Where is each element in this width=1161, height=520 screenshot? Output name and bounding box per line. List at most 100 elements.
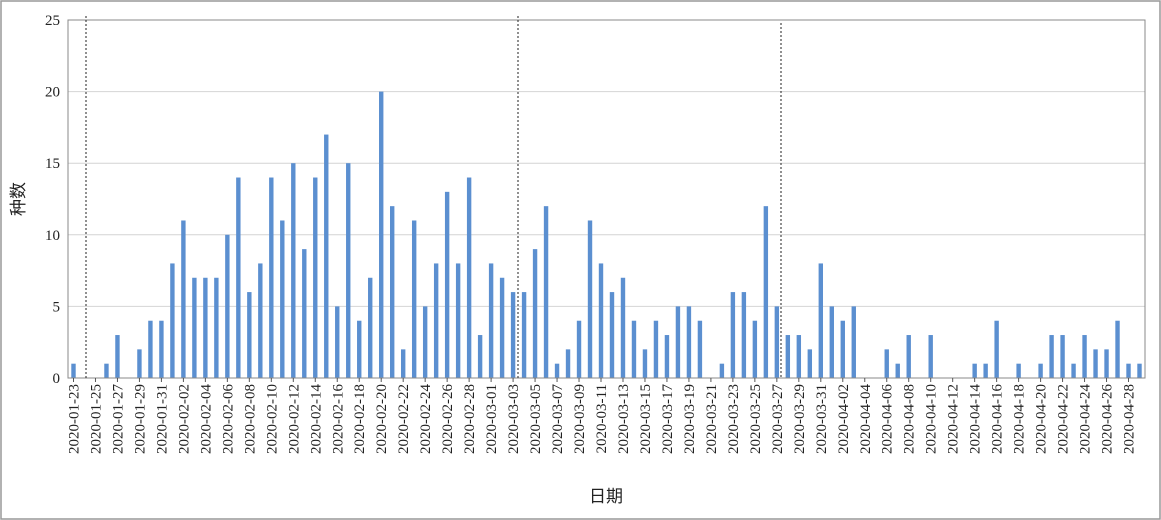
bar (148, 320, 153, 378)
x-tick-label: 2020-04-26 (1100, 384, 1116, 454)
x-tick-label: 2020-03-25 (748, 384, 764, 454)
bar (280, 220, 285, 378)
bar (752, 320, 758, 378)
x-tick-label: 2020-02-04 (198, 384, 214, 454)
bar (675, 306, 681, 378)
bar (1137, 363, 1142, 378)
x-tick-label: 2020-03-05 (528, 384, 544, 454)
bar (346, 163, 351, 378)
bar (1060, 335, 1065, 378)
x-tick-label: 2020-02-22 (396, 384, 412, 454)
bar (565, 349, 571, 378)
x-tick-label: 2020-02-08 (242, 384, 258, 454)
x-tick-label: 2020-04-12 (946, 384, 962, 454)
bar (1049, 335, 1054, 378)
bar (104, 363, 109, 378)
bar (840, 320, 845, 378)
bar (225, 234, 230, 378)
bar (697, 320, 703, 378)
x-tick-label: 2020-02-24 (418, 384, 434, 454)
x-tick-label: 2020-04-02 (836, 384, 852, 454)
bar (807, 349, 813, 378)
bar (357, 320, 362, 378)
bar (214, 277, 219, 378)
x-tick-label: 2020-01-25 (88, 384, 104, 454)
x-tick-label: 2020-04-06 (880, 384, 896, 454)
bar (400, 349, 406, 378)
bar (1093, 349, 1098, 378)
bar (444, 191, 450, 378)
bar (686, 306, 692, 378)
x-tick-label: 2020-03-07 (550, 384, 566, 454)
bar (313, 177, 318, 378)
x-tick-label: 2020-01-31 (154, 384, 170, 454)
y-tick-label: 25 (45, 13, 60, 29)
bar (170, 263, 175, 378)
bar (653, 320, 659, 378)
bar (785, 335, 791, 378)
x-tick-label: 2020-03-31 (814, 384, 830, 454)
x-tick-label: 2020-02-16 (330, 384, 346, 454)
x-tick-label: 2020-03-15 (638, 384, 654, 454)
bar (972, 363, 977, 378)
bar (499, 277, 505, 378)
bar (433, 263, 439, 378)
y-tick-label: 20 (45, 85, 60, 101)
x-tick-label: 2020-02-14 (308, 384, 324, 454)
bar (335, 306, 340, 378)
bar (620, 277, 626, 378)
bar (291, 163, 296, 378)
bar (642, 349, 648, 378)
x-tick-label: 2020-02-02 (176, 384, 192, 454)
bar (1016, 363, 1021, 378)
bar (137, 349, 142, 378)
bar (324, 134, 329, 378)
x-tick-label: 2020-01-23 (66, 384, 82, 454)
bar (796, 335, 802, 378)
bar (763, 206, 769, 378)
bar (411, 220, 417, 378)
bar (1126, 363, 1131, 378)
bar (477, 335, 483, 378)
y-tick-label: 0 (53, 371, 61, 387)
bar (895, 363, 900, 378)
bar (829, 306, 834, 378)
x-tick-label: 2020-04-14 (968, 384, 984, 454)
y-tick-label: 15 (45, 156, 60, 172)
x-axis-label: 日期 (589, 487, 623, 506)
bar (389, 206, 395, 378)
bar (741, 292, 747, 378)
bar (576, 320, 582, 378)
bars (71, 91, 1142, 378)
bar (181, 220, 186, 378)
plot-border (67, 19, 1146, 379)
bar (532, 249, 538, 378)
x-tick-label: 2020-02-10 (264, 384, 280, 454)
x-tick-label: 2020-04-22 (1056, 384, 1072, 454)
bar (247, 292, 252, 378)
x-tick-label: 2020-01-27 (110, 384, 126, 454)
bar (302, 249, 307, 378)
x-tick-label: 2020-03-17 (660, 384, 676, 454)
y-tick-label: 10 (45, 228, 60, 244)
bar (818, 263, 824, 378)
x-tick-label: 2020-03-13 (616, 384, 632, 454)
bar (554, 363, 560, 378)
bar (521, 292, 527, 378)
bar (203, 277, 208, 378)
y-tick-label: 5 (53, 299, 61, 315)
x-tick-label: 2020-04-18 (1012, 384, 1028, 454)
bar (455, 263, 461, 378)
bar (71, 363, 76, 378)
bar (115, 335, 120, 378)
bar (730, 292, 736, 378)
x-tick-label: 2020-04-24 (1078, 384, 1094, 454)
bar (587, 220, 593, 378)
bar (192, 277, 197, 378)
x-tick-label: 2020-02-26 (440, 384, 456, 454)
x-tick-label: 2020-03-09 (572, 384, 588, 454)
x-tick-label: 2020-03-11 (594, 384, 610, 453)
bar (983, 363, 988, 378)
